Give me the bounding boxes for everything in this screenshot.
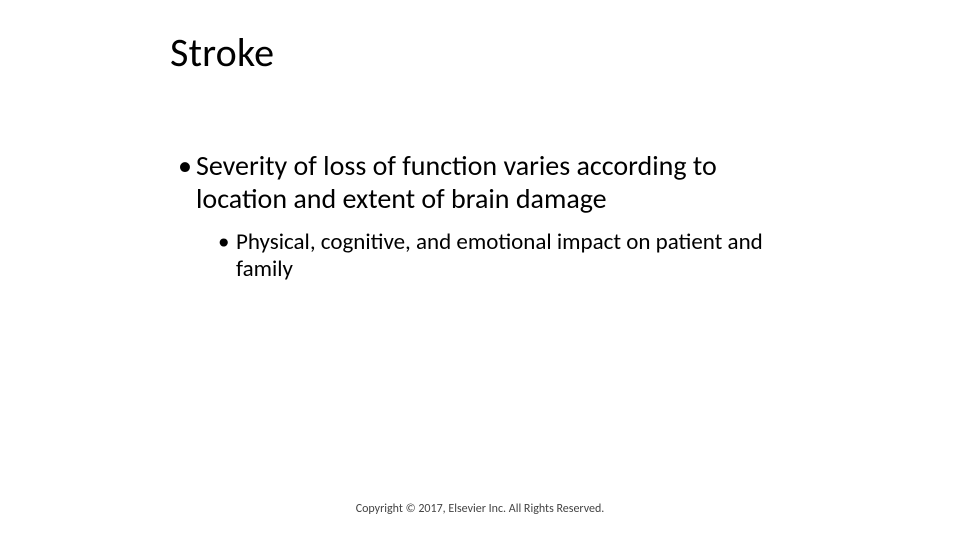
copyright-footer: Copyright © 2017, Elsevier Inc. All Righ… — [0, 502, 960, 516]
bullet-marker: • — [178, 149, 196, 182]
bullet-marker: • — [218, 229, 236, 256]
slide-title: Stroke — [170, 28, 790, 77]
bullet-level1-text: Severity of loss of function varies acco… — [196, 149, 784, 215]
bullet-level2: •Physical, cognitive, and emotional impa… — [218, 229, 790, 283]
bullet-level1: •Severity of loss of function varies acc… — [178, 149, 790, 215]
bullet-level2-text: Physical, cognitive, and emotional impac… — [236, 229, 784, 283]
slide-container: Stroke •Severity of loss of function var… — [0, 0, 960, 540]
